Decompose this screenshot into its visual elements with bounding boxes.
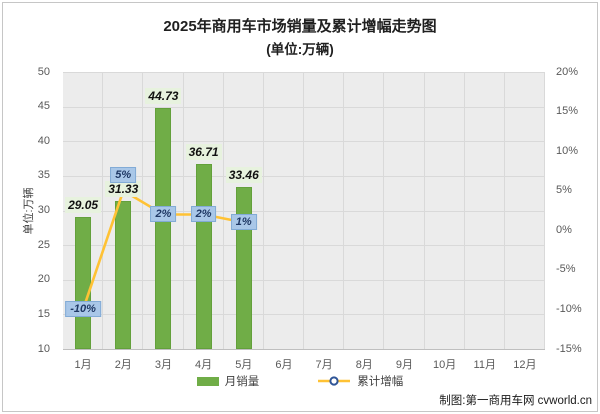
v-gridline-8 [383, 72, 385, 349]
v-gridline-11 [503, 72, 505, 349]
v-gridline-3 [182, 72, 184, 349]
growth-label-1月: -10% [65, 301, 101, 318]
right-tick--15: -15% [556, 342, 582, 355]
legend-sales-label: 月销量 [224, 376, 260, 388]
v-gridline-4 [222, 72, 224, 349]
growth-label-5月: 1% [230, 214, 257, 231]
v-gridline-10 [463, 72, 465, 349]
h-gridline-50 [63, 72, 545, 73]
left-tick-20: 20 [37, 273, 50, 286]
bar-value-label-4月: 36.71 [185, 144, 222, 161]
growth-line [78, 186, 249, 314]
bar-value-label-5月: 33.46 [225, 166, 262, 183]
x-label-8月: 8月 [355, 359, 373, 371]
v-gridline-1 [102, 72, 104, 349]
v-gridline-12 [544, 72, 545, 349]
v-gridline-6 [303, 72, 304, 349]
left-tick-45: 45 [37, 100, 50, 113]
left-tick-40: 40 [37, 134, 50, 147]
legend-item-growth: 累计增幅 [317, 373, 403, 389]
left-tick-30: 30 [37, 204, 50, 216]
growth-label-4月: 2% [190, 206, 217, 223]
right-tick-20: 20% [556, 65, 579, 78]
chart-title: 2025年商用车市场销量及累计增幅走势图 [163, 18, 437, 35]
plot-area: 29.05 31.33 44.73 36.71 33.46 -10% 5% 2% 2% 1% [63, 72, 545, 350]
bar-value-label-2月: 31.33 [105, 181, 142, 198]
h-gridline-25 [63, 245, 545, 247]
x-label-4月: 4月 [195, 359, 213, 371]
bar-value-label-3月: 44.73 [145, 88, 182, 105]
x-label-7月: 7月 [315, 359, 333, 371]
right-tick-15: 15% [556, 105, 579, 118]
v-gridline-5 [262, 72, 264, 349]
left-tick-10: 10 [37, 342, 50, 355]
h-gridline-15 [63, 314, 545, 316]
x-label-3月: 3月 [154, 359, 172, 371]
right-tick--10: -10% [556, 302, 582, 315]
right-tick-10: 10% [556, 144, 579, 157]
bar-value-label-1月: 29.05 [65, 197, 102, 214]
x-label-5月: 5月 [235, 359, 253, 371]
v-gridline-7 [343, 72, 345, 349]
x-label-6月: 6月 [275, 359, 293, 371]
x-label-9月: 9月 [395, 359, 413, 371]
v-gridline-9 [423, 72, 425, 349]
h-gridline-45 [63, 106, 545, 108]
left-tick-50: 50 [37, 65, 50, 78]
left-tick-25: 25 [37, 238, 50, 251]
x-label-2月: 2月 [114, 359, 132, 371]
h-gridline-40 [63, 141, 545, 143]
x-label-12月: 12月 [513, 359, 537, 371]
right-tick-0: 0% [556, 223, 572, 236]
right-tick--5: -5% [556, 263, 576, 276]
growth-line-marker-icon [318, 376, 351, 386]
x-label-1月: 1月 [74, 359, 92, 371]
x-label-10月: 10月 [432, 359, 457, 371]
growth-label-2月: 5% [110, 166, 137, 183]
legend-growth-label: 累计增幅 [357, 376, 404, 388]
sales-bar-swatch-icon [196, 376, 219, 386]
left-tick-35: 35 [37, 169, 50, 182]
bar-3月 [155, 108, 172, 349]
h-gridline-30 [63, 210, 545, 212]
h-gridline-20 [63, 279, 545, 281]
credit-text: 制图:第一商用车网 cvworld.cn [439, 395, 592, 407]
growth-label-3月: 2% [150, 206, 177, 223]
v-gridline-2 [142, 72, 144, 349]
legend-item-sales: 月销量 [196, 373, 260, 389]
chart-subtitle: (单位:万辆) [266, 42, 334, 57]
x-label-11月: 11月 [473, 359, 496, 371]
legend: 月销量 累计增幅 [0, 373, 600, 389]
right-tick-5: 5% [556, 184, 572, 197]
bar-2月 [115, 201, 132, 349]
h-gridline-35 [63, 175, 545, 177]
left-tick-15: 15 [37, 307, 50, 320]
